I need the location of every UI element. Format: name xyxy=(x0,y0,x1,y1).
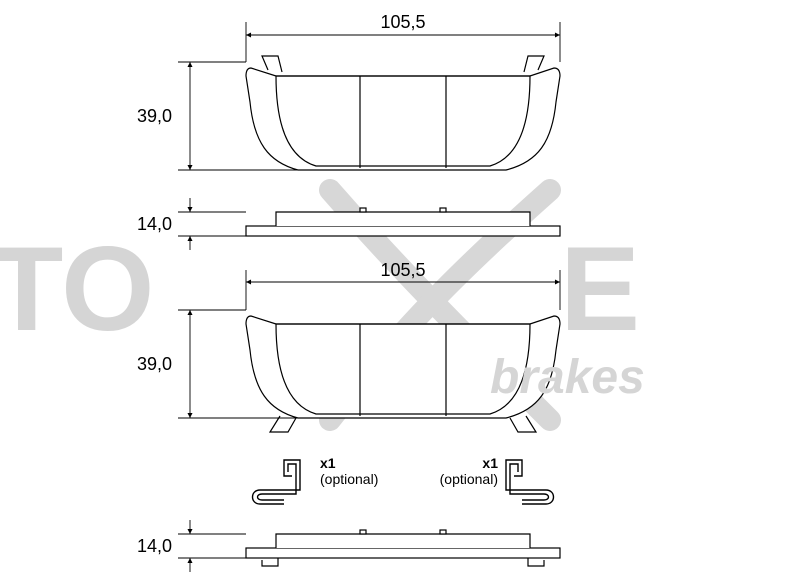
dim-top-width-label: 105,5 xyxy=(380,12,425,32)
clip-left xyxy=(253,460,301,504)
dim-top-thickness xyxy=(178,198,246,250)
bottom-pad-side xyxy=(246,530,560,566)
clip-left-qty: x1 xyxy=(320,455,336,471)
dim-top-thickness-label: 14,0 xyxy=(137,214,172,234)
clip-right xyxy=(506,460,554,504)
diagram-svg: 105,5 39,0 14,0 105,5 39,0 x1 (optional)… xyxy=(0,0,786,582)
dim-bot-height-label: 39,0 xyxy=(137,354,172,374)
dim-bot-thickness-label: 14,0 xyxy=(137,536,172,556)
clip-left-note: (optional) xyxy=(320,471,378,487)
clip-right-qty: x1 xyxy=(482,455,498,471)
dim-top-height-label: 39,0 xyxy=(137,106,172,126)
clip-right-note: (optional) xyxy=(440,471,498,487)
bottom-pad-face xyxy=(246,316,560,432)
top-pad-side xyxy=(246,208,560,236)
dim-bot-width-label: 105,5 xyxy=(380,260,425,280)
top-pad-face xyxy=(246,56,560,170)
dim-bot-thickness xyxy=(178,520,246,572)
